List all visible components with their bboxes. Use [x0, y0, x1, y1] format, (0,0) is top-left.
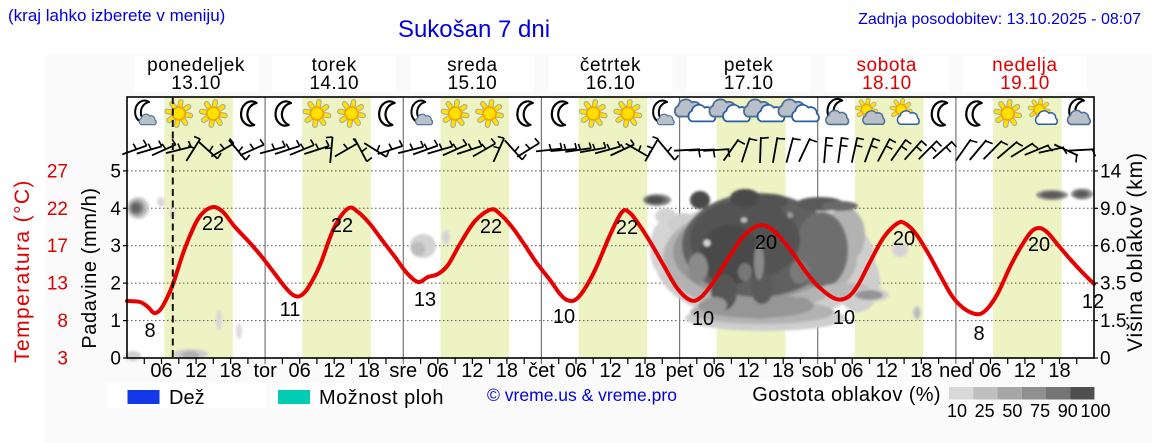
svg-text:50: 50: [1002, 401, 1022, 421]
svg-text:Dež: Dež: [169, 387, 205, 409]
svg-text:06: 06: [841, 360, 863, 382]
svg-text:22: 22: [47, 199, 68, 220]
svg-text:90: 90: [1058, 401, 1078, 421]
svg-text:22: 22: [202, 213, 224, 235]
svg-text:4: 4: [110, 199, 121, 220]
svg-text:100: 100: [1080, 401, 1110, 421]
svg-text:8: 8: [144, 320, 155, 342]
svg-text:06: 06: [979, 360, 1001, 382]
svg-text:Temperatura (°C): Temperatura (°C): [11, 179, 34, 363]
svg-text:1.5: 1.5: [1100, 311, 1126, 332]
svg-text:6.0: 6.0: [1100, 236, 1126, 257]
svg-text:12: 12: [185, 360, 207, 382]
svg-text:Gostota oblakov (%): Gostota oblakov (%): [752, 384, 941, 406]
svg-text:17.10: 17.10: [724, 73, 774, 94]
svg-text:17: 17: [47, 236, 68, 257]
svg-text:10: 10: [692, 308, 714, 330]
svg-text:Možnost ploh: Možnost ploh: [319, 387, 444, 409]
svg-text:tor: tor: [253, 360, 277, 382]
svg-text:Zadnja posodobitev: 13.10.2025: Zadnja posodobitev: 13.10.2025 - 08:07: [858, 11, 1141, 28]
svg-text:2: 2: [110, 274, 121, 295]
svg-text:petek: petek: [724, 55, 773, 76]
svg-text:22: 22: [480, 216, 502, 238]
svg-text:© vreme.us & vreme.pro: © vreme.us & vreme.pro: [487, 385, 677, 405]
svg-text:12: 12: [461, 360, 483, 382]
svg-text:12: 12: [876, 360, 898, 382]
svg-text:18: 18: [634, 360, 656, 382]
svg-text:5: 5: [110, 161, 121, 182]
svg-text:sreda: sreda: [447, 55, 498, 76]
svg-text:0: 0: [110, 349, 121, 370]
svg-text:0: 0: [1100, 349, 1111, 370]
svg-text:18: 18: [496, 360, 518, 382]
svg-text:12: 12: [323, 360, 345, 382]
svg-text:3.5: 3.5: [1100, 274, 1126, 295]
svg-text:19.10: 19.10: [1000, 73, 1050, 94]
svg-text:(kraj lahko izberete v meniju): (kraj lahko izberete v meniju): [8, 6, 225, 25]
svg-text:18: 18: [358, 360, 380, 382]
svg-text:13: 13: [47, 274, 68, 295]
svg-text:75: 75: [1030, 401, 1050, 421]
svg-text:13.10: 13.10: [171, 73, 221, 94]
svg-text:20: 20: [755, 232, 777, 254]
svg-text:06: 06: [565, 360, 587, 382]
svg-text:18: 18: [772, 360, 794, 382]
svg-text:25: 25: [975, 401, 995, 421]
svg-text:sobota: sobota: [856, 55, 917, 76]
svg-text:1: 1: [110, 311, 121, 332]
svg-text:Sukošan 7 dni: Sukošan 7 dni: [398, 16, 550, 43]
svg-text:13: 13: [414, 289, 436, 311]
svg-text:8: 8: [973, 323, 984, 345]
svg-text:18.10: 18.10: [862, 73, 912, 94]
svg-text:3: 3: [57, 349, 68, 370]
svg-text:nedelja: nedelja: [992, 55, 1057, 76]
svg-text:10: 10: [833, 307, 855, 329]
svg-text:8: 8: [57, 311, 68, 332]
svg-text:10: 10: [553, 306, 575, 328]
svg-text:14: 14: [1100, 161, 1122, 182]
svg-text:20: 20: [893, 228, 915, 250]
svg-text:ponedeljek: ponedeljek: [147, 55, 245, 76]
svg-text:Višina oblakov (km): Višina oblakov (km): [1124, 152, 1147, 352]
svg-text:27: 27: [47, 161, 68, 182]
svg-text:3: 3: [110, 236, 121, 257]
svg-text:06: 06: [150, 360, 172, 382]
svg-text:četrtek: četrtek: [580, 55, 641, 76]
svg-text:06: 06: [289, 360, 311, 382]
svg-text:12: 12: [599, 360, 621, 382]
svg-text:sob: sob: [802, 360, 834, 382]
svg-text:9.0: 9.0: [1100, 199, 1126, 220]
svg-text:14.10: 14.10: [309, 73, 359, 94]
svg-text:12: 12: [738, 360, 760, 382]
svg-text:18: 18: [1048, 360, 1070, 382]
svg-text:22: 22: [331, 215, 353, 237]
svg-text:22: 22: [616, 217, 638, 239]
svg-text:sre: sre: [389, 360, 417, 382]
svg-text:16.10: 16.10: [586, 73, 636, 94]
svg-text:06: 06: [427, 360, 449, 382]
svg-text:12: 12: [1014, 360, 1036, 382]
svg-text:20: 20: [1028, 234, 1050, 256]
svg-text:Padavine (mm/h): Padavine (mm/h): [79, 187, 101, 348]
svg-text:pet: pet: [666, 360, 694, 382]
svg-text:06: 06: [703, 360, 725, 382]
svg-text:11: 11: [280, 299, 301, 321]
svg-text:12: 12: [1082, 291, 1104, 313]
svg-text:18: 18: [219, 360, 241, 382]
svg-text:torek: torek: [312, 55, 357, 76]
svg-text:15.10: 15.10: [448, 73, 498, 94]
svg-text:10: 10: [947, 401, 967, 421]
svg-text:čet: čet: [528, 360, 555, 382]
svg-text:ned: ned: [939, 360, 972, 382]
svg-text:18: 18: [910, 360, 932, 382]
